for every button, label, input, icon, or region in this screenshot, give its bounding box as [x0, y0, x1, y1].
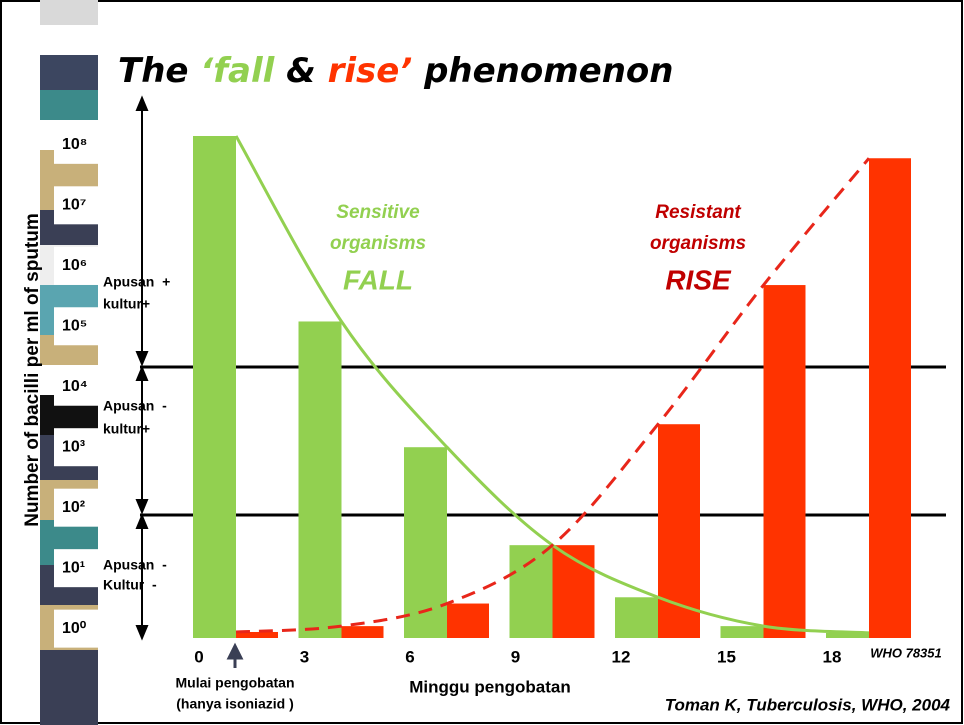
x-tick-label: 18	[823, 647, 842, 666]
annotation: Resistant	[655, 202, 741, 223]
annotation: RISE	[665, 264, 732, 295]
bar	[510, 545, 553, 638]
title-part: rise’	[328, 51, 413, 91]
source: Toman K, Tuberculosis, WHO, 2004	[665, 695, 951, 714]
zone-label: Apusan -	[103, 398, 167, 414]
y-tick-label: 10⁶	[62, 257, 87, 274]
zone-label: kultur+	[103, 421, 150, 437]
x-tick-label: 3	[300, 647, 309, 666]
zone-label: Apusan +	[103, 274, 170, 290]
annotation: organisms	[330, 233, 426, 254]
annotation: organisms	[650, 233, 746, 254]
annotation: Sensitive	[336, 202, 420, 223]
x-tick-label: 0	[194, 647, 203, 666]
bar	[299, 321, 342, 638]
y-tick-label: 10⁴	[62, 378, 88, 395]
bar	[721, 626, 764, 638]
title-part: &	[274, 51, 327, 91]
x-tick-label: 9	[511, 647, 520, 666]
start-note: (hanya isoniazid )	[176, 696, 293, 712]
zone-label: Apusan -	[103, 557, 167, 573]
zone-label: Kultur -	[103, 577, 157, 593]
x-tick-label: 12	[612, 647, 631, 666]
y-tick-label: 10²	[62, 499, 85, 516]
bar	[869, 158, 911, 638]
title-part: phenomenon	[412, 51, 673, 91]
slide: The ‘fall & rise’ phenomenon Number of b…	[0, 0, 964, 725]
y-tick-label: 10¹	[62, 559, 85, 576]
bar	[764, 285, 806, 638]
x-axis-label: Minggu pengobatan	[409, 677, 570, 696]
zone-label: kultur+	[103, 296, 150, 312]
chart-title: The ‘fall & rise’ phenomenon	[118, 51, 674, 91]
title-part: The	[118, 51, 200, 91]
title-part: ‘fall	[200, 51, 275, 91]
y-tick-label: 10⁰	[62, 620, 87, 637]
x-tick-label: 15	[717, 647, 736, 666]
y-axis-label: Number of bacilli per ml of sputum	[22, 213, 43, 527]
y-tick-label: 10⁷	[62, 197, 86, 214]
y-tick-label: 10⁸	[62, 136, 87, 153]
x-tick-label: 6	[405, 647, 414, 666]
bar	[615, 597, 658, 638]
bar	[342, 626, 384, 638]
y-tick-label: 10⁵	[62, 317, 87, 334]
start-note: Mulai pengobatan	[176, 675, 295, 691]
code-label: WHO 78351	[870, 645, 942, 660]
bar	[447, 604, 489, 638]
annotation: FALL	[343, 264, 413, 295]
bar	[193, 136, 236, 638]
y-tick-label: 10³	[62, 438, 85, 455]
